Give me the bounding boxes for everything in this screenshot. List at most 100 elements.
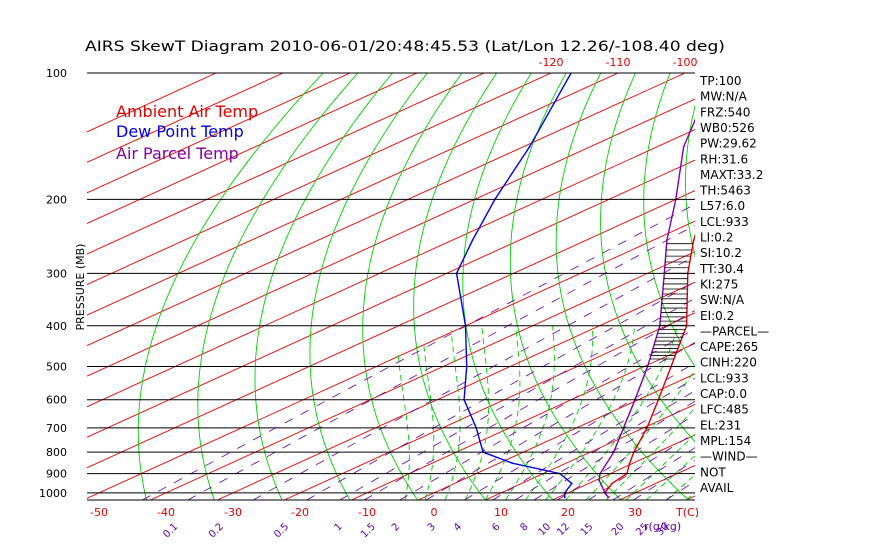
dry-adiabat-line xyxy=(841,73,870,500)
pressure-tick-label: 400 xyxy=(46,320,67,333)
mixing-ratio-line xyxy=(306,281,695,500)
mixing-ratio-label: 0.2 xyxy=(207,521,226,540)
index-entry: FRZ:540 xyxy=(700,105,750,119)
mixing-ratio-line xyxy=(399,328,695,500)
chart-title: AIRS SkewT Diagram 2010-06-01/20:48:45.5… xyxy=(85,39,725,55)
pressure-tick-label: 900 xyxy=(46,468,67,481)
moist-adiabat-line xyxy=(585,369,695,500)
index-entry: WB0:526 xyxy=(700,121,755,135)
index-entry: L57:6.0 xyxy=(700,199,745,213)
bottom-temp-tick-label: 30 xyxy=(628,506,642,519)
series-point xyxy=(611,482,613,485)
mixing-ratio-line xyxy=(253,255,695,500)
index-entry: TP:100 xyxy=(699,74,742,88)
mixing-ratio-label: 20 xyxy=(610,521,627,538)
dry-adiabat-line xyxy=(766,73,870,500)
isotherm-line xyxy=(87,73,619,316)
mixing-ratio-line xyxy=(425,341,695,500)
mixing-ratio-line xyxy=(464,362,695,500)
pressure-ticks: 100 200 300 400 500 600 700 800 900 1000 PRESSURE … xyxy=(39,67,87,500)
isotherms xyxy=(87,73,695,500)
pressure-tick-label: 300 xyxy=(46,267,67,280)
bottom-temp-tick-label: -50 xyxy=(90,506,108,519)
series-point xyxy=(692,239,695,241)
air-parcel-temp-line xyxy=(598,118,695,498)
index-entry: CAPE:265 xyxy=(700,340,758,354)
index-entry: NOT xyxy=(700,465,726,479)
dry-adiabat-line xyxy=(197,73,359,500)
bottom-temp-tick-label: 10 xyxy=(494,506,508,519)
index-entry: KI:275 xyxy=(700,277,738,291)
isotherm-line xyxy=(284,312,695,500)
series-point xyxy=(570,482,573,485)
series-point xyxy=(666,239,668,241)
pressure-tick-label: 100 xyxy=(46,67,67,80)
series-point xyxy=(628,462,631,465)
isotherm-line xyxy=(87,73,686,347)
index-entry: TT:30.4 xyxy=(699,262,744,276)
top-temp-tick-label: -120 xyxy=(539,56,564,69)
index-entry: —PARCEL— xyxy=(700,324,769,338)
index-entry: PW:29.62 xyxy=(700,137,757,151)
isotherm-line xyxy=(87,190,695,469)
moist-adiabat-line xyxy=(665,474,695,500)
top-temp-ticks: -120 -110 -100 xyxy=(539,56,698,69)
mixing-ratio-label: 15 xyxy=(579,521,596,538)
moist-adiabat-line xyxy=(397,355,410,500)
dry-adiabat-line xyxy=(509,73,622,500)
dry-adiabat-line xyxy=(137,73,324,500)
series-point xyxy=(682,146,685,148)
index-entry: EI:0.2 xyxy=(700,309,734,323)
index-entry: LCL:933 xyxy=(700,215,749,229)
series-point xyxy=(563,496,566,499)
legend-entry: Ambient Air Temp xyxy=(116,102,258,121)
bottom-temp-tick-label: 0 xyxy=(431,506,438,519)
moist-adiabat-line xyxy=(565,325,678,500)
isotherm-line xyxy=(87,73,552,286)
isotherm-line xyxy=(87,159,695,438)
isotherm-line xyxy=(87,98,695,377)
series-point xyxy=(511,462,514,465)
bottom-temp-tick-label: -40 xyxy=(157,506,175,519)
isotherm-line xyxy=(485,403,695,500)
moist-adiabat-line xyxy=(464,325,490,500)
plot-area xyxy=(87,72,870,500)
bottom-temp-tick-label: -10 xyxy=(358,506,376,519)
isotherm-line xyxy=(217,281,695,500)
bottom-temp-tick-label: -30 xyxy=(224,506,242,519)
pressure-tick-label: 200 xyxy=(46,193,67,206)
mixing-ratio-label: 3 xyxy=(426,521,438,533)
moist-adiabat-line xyxy=(444,330,461,500)
isotherm-line xyxy=(351,342,695,500)
top-temp-tick-label: -100 xyxy=(673,56,698,69)
mixing-ratio-label: 12 xyxy=(555,521,572,538)
series-point xyxy=(528,146,531,148)
isobars xyxy=(87,72,695,501)
mixing-ratio-label: 4 xyxy=(452,521,464,533)
index-entry: TH:5463 xyxy=(699,184,751,198)
index-entry: —WIND— xyxy=(700,450,758,464)
moist-adiabat-line xyxy=(423,343,435,500)
index-entry: SW:N/A xyxy=(700,293,745,307)
mixing-ratio-line xyxy=(142,203,695,500)
dry-adiabats xyxy=(137,73,870,500)
moist-adiabat-line xyxy=(525,325,594,500)
index-entry: CAP:0.0 xyxy=(700,387,747,401)
mixing-ratio-line xyxy=(533,400,695,500)
dry-adiabat-line xyxy=(804,73,870,500)
mixing-ratio-label: 0.5 xyxy=(272,521,291,540)
series-point xyxy=(471,239,474,241)
isotherm-line xyxy=(87,129,695,408)
moist-adiabat-line xyxy=(505,325,555,500)
index-entry: MAXT:33.2 xyxy=(700,168,763,182)
series-point xyxy=(598,479,600,482)
mixing-ratio-label: 1.5 xyxy=(359,521,378,540)
series-point xyxy=(808,72,810,74)
pressure-tick-label: 1000 xyxy=(39,487,67,500)
moist-adiabat-line xyxy=(605,407,695,500)
mixing-ratio-label: 0.1 xyxy=(161,521,180,540)
mixing-ratio-unit-label: r(g/kg) xyxy=(644,520,681,533)
